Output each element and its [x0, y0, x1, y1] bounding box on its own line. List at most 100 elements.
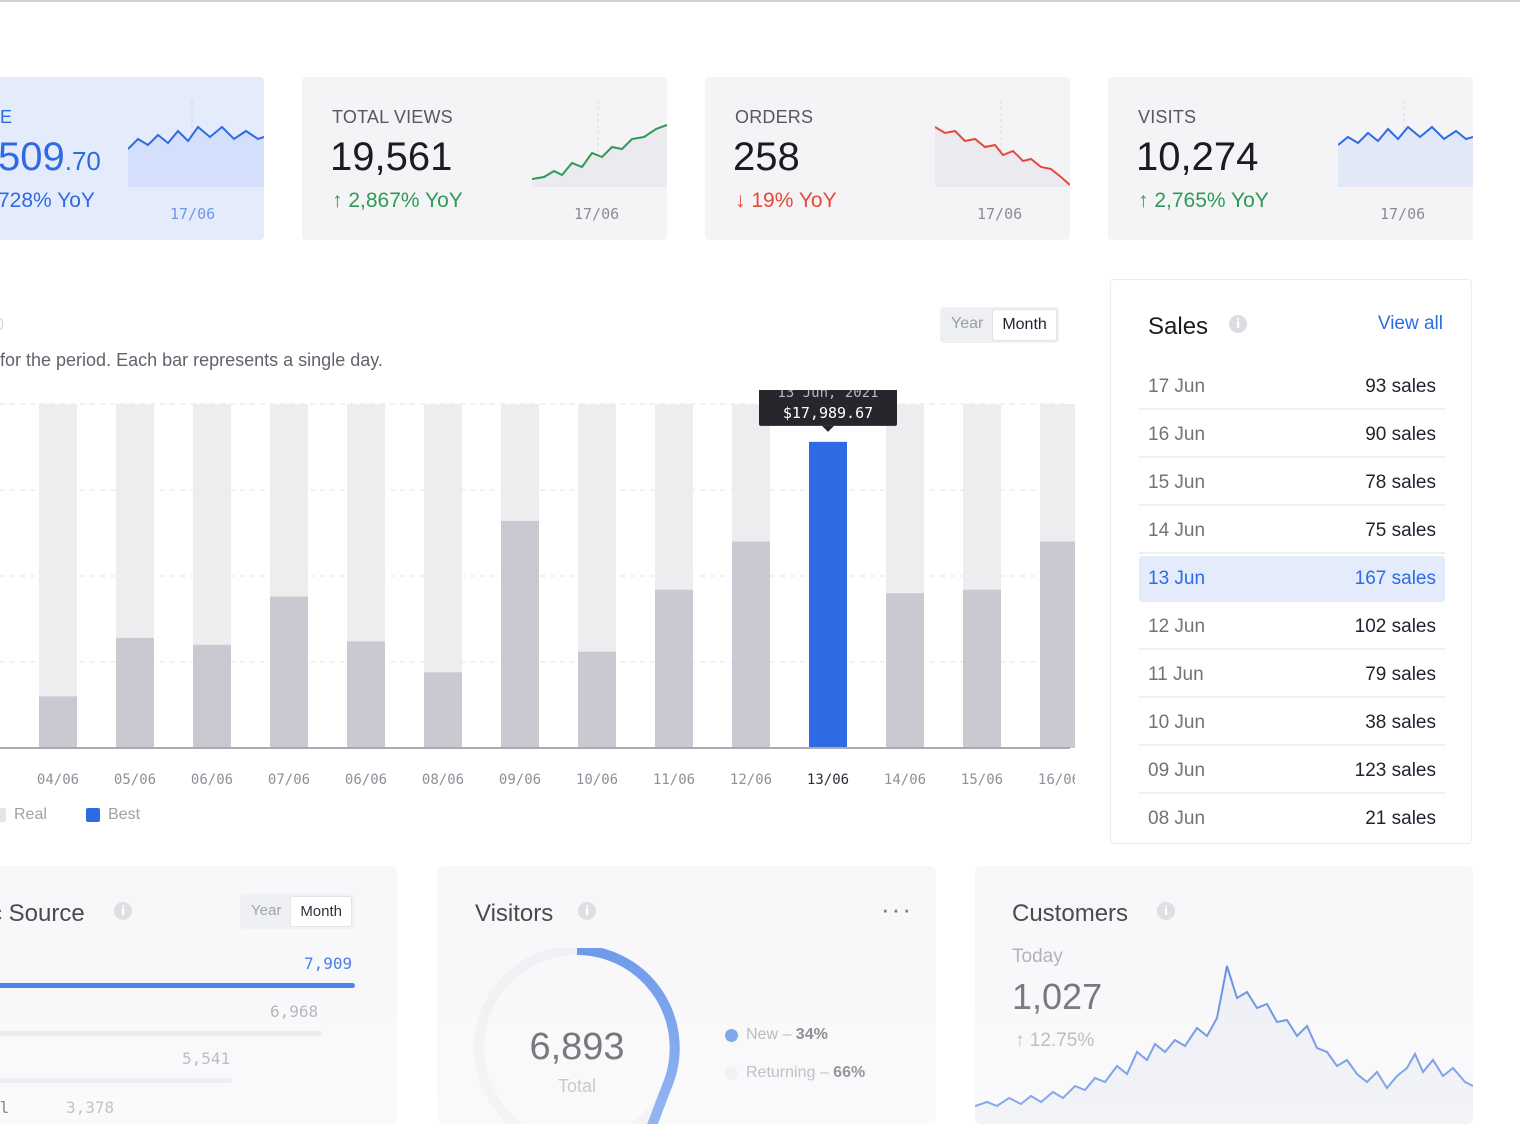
kpi-change: ↑ 2,765% YoY — [1138, 189, 1269, 212]
sales-row-date: 12 Jun — [1148, 616, 1206, 637]
sales-row-date: 17 Jun — [1148, 376, 1206, 397]
arrow-up-icon: ↑ — [1138, 189, 1149, 212]
sales-row[interactable]: 11 Jun 79 sales — [1139, 652, 1445, 698]
sales-row-date: 10 Jun — [1148, 712, 1206, 733]
sales-row-date: 16 Jun — [1148, 424, 1206, 445]
arrow-down-icon: ↓ — [735, 189, 746, 212]
traffic-bar — [0, 1031, 322, 1036]
toggle-month[interactable]: Month — [992, 309, 1057, 341]
period-toggle[interactable]: Year Month — [940, 307, 1059, 343]
bar-real-highlighted[interactable] — [809, 441, 847, 748]
info-icon: i — [1229, 315, 1247, 333]
sales-row-value: 90 sales — [1365, 424, 1436, 445]
bar-real[interactable] — [655, 589, 693, 748]
sparkline-chart — [532, 101, 667, 187]
daily-bar-chart: 04/06 05/06 06/06 07/06 06/06 08/06 09/06 10/06… — [0, 390, 1075, 788]
kpi-label: VISITS — [1138, 107, 1197, 127]
sales-row-value: 102 sales — [1354, 616, 1436, 637]
info-icon — [0, 318, 3, 330]
sales-row[interactable]: 15 Jun 78 sales — [1139, 460, 1445, 506]
bar-real[interactable] — [1040, 541, 1075, 748]
x-tick-label: 13/06 — [807, 772, 849, 788]
customers-title: Customers — [1012, 900, 1129, 927]
bar-real[interactable] — [578, 651, 616, 748]
kpi-change: ↑ 2,867% YoY — [332, 189, 463, 212]
visitors-total: 6,893 — [529, 1026, 625, 1068]
sales-row-date: 13 Jun — [1148, 568, 1206, 589]
bar-real[interactable] — [193, 644, 231, 748]
kpi-change: ↓ 19% YoY — [735, 189, 837, 212]
chart-tooltip — [759, 390, 897, 426]
view-all-link[interactable]: View all — [1377, 313, 1443, 334]
x-tick-label: 06/06 — [191, 772, 233, 788]
bar-real[interactable] — [347, 641, 385, 748]
sales-row[interactable]: 13 Jun 167 sales — [1139, 556, 1445, 602]
traffic-source-card: c Source i Year Month 7,909 6,968 5,541 … — [0, 866, 397, 1124]
kpi-label: TOTAL VIEWS — [332, 107, 453, 127]
sales-row[interactable]: 10 Jun 38 sales — [1139, 700, 1445, 746]
visitors-total-label: Total — [557, 1076, 597, 1096]
visitors-title: Visitors — [475, 900, 554, 927]
bar-real[interactable] — [886, 593, 924, 748]
bar-real[interactable] — [732, 541, 770, 748]
toggle-month[interactable]: Month — [290, 896, 353, 927]
bar-real[interactable] — [270, 596, 308, 748]
tooltip-arrow — [822, 425, 834, 432]
info-icon: i — [1157, 902, 1175, 920]
sales-row[interactable]: 08 Jun 21 sales — [1139, 796, 1445, 842]
kpi-value: 19,561 — [330, 135, 453, 179]
toggle-year[interactable]: Year — [251, 902, 282, 919]
traffic-period-toggle[interactable]: Year Month — [240, 894, 355, 929]
x-tick-label: 16/06 — [1038, 772, 1075, 788]
legend-swatch-best — [86, 808, 100, 822]
kpi-change: 728% YoY — [0, 189, 95, 212]
legend-returning: Returning – 66% — [725, 1064, 865, 1082]
x-tick-label: 12/06 — [730, 772, 772, 788]
tooltip-value: $17,989.67 — [783, 404, 873, 422]
arrow-up-icon: ↑ — [1015, 1030, 1025, 1051]
kpi-date: 17/06 — [574, 205, 620, 223]
kpi-value: 258 — [733, 135, 800, 179]
legend-swatch-real — [0, 808, 6, 822]
customers-value: 1,027 — [1012, 976, 1103, 1017]
kpi-card-orders[interactable]: ORDERS 258 ↓ 19% YoY 17/06 — [705, 77, 1070, 240]
bar-real[interactable] — [116, 637, 154, 748]
sales-row-value: 21 sales — [1365, 808, 1436, 829]
traffic-bar — [0, 983, 355, 988]
x-tick-label: 15/06 — [961, 772, 1003, 788]
sales-row-value: 79 sales — [1365, 664, 1436, 685]
traffic-value: 3,378 — [66, 1098, 115, 1117]
sales-row[interactable]: 16 Jun 90 sales — [1139, 412, 1445, 458]
sales-row[interactable]: 17 Jun 93 sales — [1139, 364, 1445, 410]
sales-row[interactable]: 12 Jun 102 sales — [1139, 604, 1445, 650]
bar-real[interactable] — [963, 589, 1001, 748]
kpi-card-revenue[interactable]: E 509.70 728% YoY 17/06 — [0, 77, 264, 240]
sales-row-date: 15 Jun — [1148, 472, 1206, 493]
bar-real[interactable] — [39, 696, 77, 748]
kpi-date: 17/06 — [1380, 205, 1426, 223]
sales-row-value: 123 sales — [1354, 760, 1436, 781]
bar-real[interactable] — [424, 672, 462, 748]
x-tick-label: 10/06 — [576, 772, 618, 788]
sales-row-value: 38 sales — [1365, 712, 1436, 733]
more-options-icon[interactable]: ··· — [881, 894, 913, 924]
traffic-bar — [0, 1078, 232, 1083]
bar-real[interactable] — [501, 520, 539, 748]
sales-title: Sales — [1148, 313, 1209, 340]
kpi-value: 509.70 — [0, 135, 101, 179]
sales-row[interactable]: 14 Jun 75 sales — [1139, 508, 1445, 554]
sales-row[interactable]: 09 Jun 123 sales — [1139, 748, 1445, 794]
kpi-card-visits[interactable]: VISITS 10,274 ↑ 2,765% YoY 17/06 — [1108, 77, 1473, 240]
x-tick-label: 05/06 — [114, 772, 156, 788]
sparkline-chart — [128, 101, 264, 187]
customers-today-label: Today — [1012, 946, 1063, 967]
traffic-value: 5,541 — [182, 1049, 231, 1068]
x-tick-label: 11/06 — [653, 772, 695, 788]
toggle-year[interactable]: Year — [951, 315, 984, 332]
legend-new: New – 34% — [725, 1026, 828, 1044]
kpi-date: 17/06 — [977, 205, 1023, 223]
kpi-card-total-views[interactable]: TOTAL VIEWS 19,561 ↑ 2,867% YoY 17/06 — [302, 77, 667, 240]
x-tick-label: 06/06 — [345, 772, 387, 788]
tooltip-date: 13 Jun, 2021 — [777, 390, 878, 401]
visitors-donut-chart — [474, 948, 680, 1124]
